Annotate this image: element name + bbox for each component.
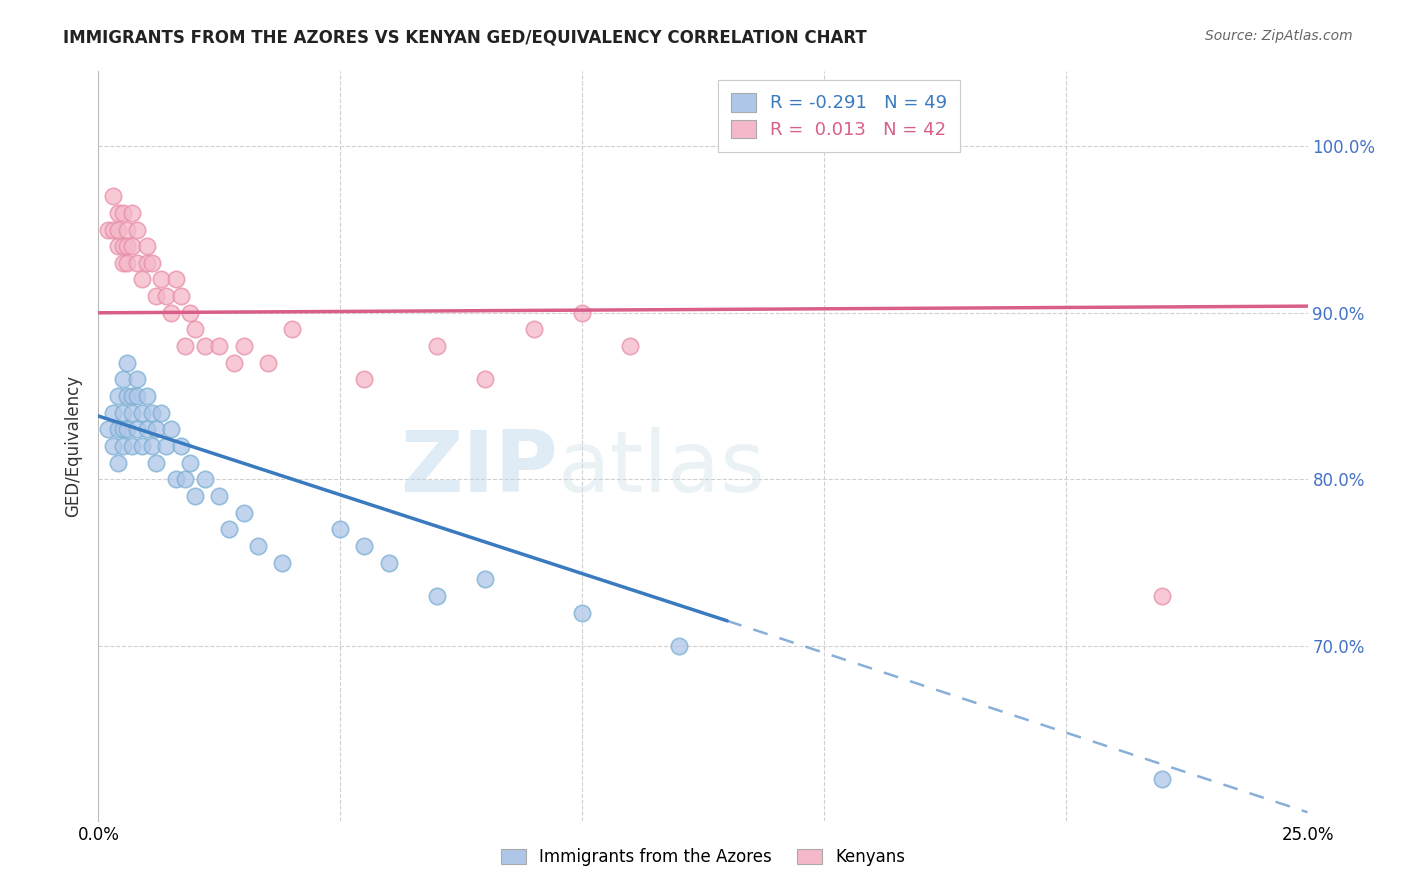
Point [145, 456, 167, 470]
Point [127, 422, 149, 436]
Point [218, 522, 240, 536]
Text: IMMIGRANTS FROM THE AZORES VS KENYAN GED/EQUIVALENCY CORRELATION CHART: IMMIGRANTS FROM THE AZORES VS KENYAN GED… [63, 29, 868, 46]
Point [474, 572, 496, 586]
Point [107, 239, 129, 253]
Point [111, 256, 134, 270]
Point [135, 256, 157, 270]
Point [169, 289, 191, 303]
Point [117, 422, 139, 436]
Point [174, 339, 197, 353]
Point [145, 289, 167, 303]
Point [121, 406, 143, 420]
Point [271, 556, 294, 570]
Point [117, 256, 139, 270]
Point [353, 539, 375, 553]
Point [127, 256, 149, 270]
Point [169, 439, 191, 453]
Point [165, 472, 187, 486]
Point [111, 422, 134, 436]
Point [155, 439, 177, 453]
Point [107, 456, 129, 470]
Point [353, 372, 375, 386]
Point [117, 356, 139, 370]
Point [194, 472, 217, 486]
Point [101, 439, 124, 453]
Point [107, 222, 129, 236]
Text: Source: ZipAtlas.com: Source: ZipAtlas.com [1205, 29, 1353, 43]
Point [117, 239, 139, 253]
Point [160, 306, 183, 320]
Point [179, 306, 201, 320]
Point [281, 322, 304, 336]
Point [111, 239, 134, 253]
Legend: R = -0.291   N = 49, R =  0.013   N = 42: R = -0.291 N = 49, R = 0.013 N = 42 [718, 80, 960, 152]
Point [165, 272, 187, 286]
Point [107, 422, 129, 436]
Point [97, 222, 120, 236]
Point [127, 222, 149, 236]
Point [160, 422, 183, 436]
Point [1152, 772, 1174, 786]
Legend: Immigrants from the Azores, Kenyans: Immigrants from the Azores, Kenyans [492, 840, 914, 875]
Point [117, 389, 139, 403]
Point [111, 206, 134, 220]
Point [179, 456, 201, 470]
Point [571, 306, 593, 320]
Point [256, 356, 278, 370]
Point [121, 239, 143, 253]
Point [184, 322, 207, 336]
Point [107, 206, 129, 220]
Point [111, 406, 134, 420]
Point [131, 406, 153, 420]
Point [131, 439, 153, 453]
Point [1152, 589, 1174, 603]
Point [222, 356, 245, 370]
Point [150, 406, 173, 420]
Point [377, 556, 399, 570]
Point [329, 522, 352, 536]
Point [194, 339, 217, 353]
Point [97, 422, 120, 436]
Point [117, 222, 139, 236]
Point [135, 422, 157, 436]
Y-axis label: GED/Equivalency: GED/Equivalency [65, 375, 83, 517]
Point [571, 606, 593, 620]
Point [127, 372, 149, 386]
Point [107, 389, 129, 403]
Point [141, 439, 163, 453]
Point [174, 472, 197, 486]
Point [232, 339, 254, 353]
Point [131, 272, 153, 286]
Point [155, 289, 177, 303]
Point [111, 439, 134, 453]
Point [145, 422, 167, 436]
Point [247, 539, 270, 553]
Point [426, 589, 449, 603]
Point [150, 272, 173, 286]
Point [101, 222, 124, 236]
Point [523, 322, 546, 336]
Point [121, 439, 143, 453]
Point [121, 389, 143, 403]
Text: atlas: atlas [558, 427, 766, 510]
Point [121, 206, 143, 220]
Point [141, 406, 163, 420]
Point [426, 339, 449, 353]
Point [208, 489, 231, 503]
Text: ZIP: ZIP [401, 427, 558, 510]
Point [135, 389, 157, 403]
Point [619, 339, 641, 353]
Point [101, 406, 124, 420]
Point [474, 372, 496, 386]
Point [135, 239, 157, 253]
Point [668, 639, 690, 653]
Point [232, 506, 254, 520]
Point [127, 389, 149, 403]
Point [141, 256, 163, 270]
Point [184, 489, 207, 503]
Point [101, 189, 124, 203]
Point [111, 372, 134, 386]
Point [208, 339, 231, 353]
